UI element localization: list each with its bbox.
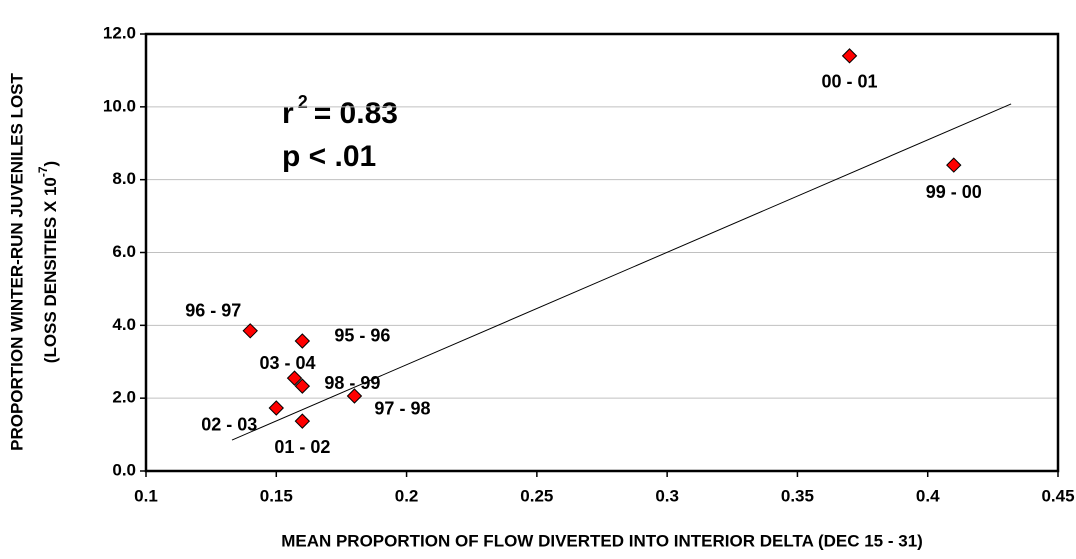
x-tick-label: 0.15 bbox=[260, 486, 293, 505]
point bbox=[346, 388, 363, 404]
x-tick-label: 0.35 bbox=[781, 486, 814, 505]
point bbox=[242, 323, 258, 339]
point-label: 97 - 98 bbox=[374, 399, 430, 419]
point-label: 99 - 00 bbox=[926, 182, 982, 202]
point-label: 95 - 96 bbox=[334, 326, 390, 346]
point-label: 02 - 03 bbox=[201, 415, 257, 435]
y-tick-label: 8.0 bbox=[112, 169, 136, 188]
p-value: p < .01 bbox=[282, 140, 376, 173]
x-tick-label: 0.4 bbox=[916, 486, 940, 505]
y-tick-label: 6.0 bbox=[112, 242, 136, 261]
point-label: 03 - 04 bbox=[260, 353, 316, 373]
point-label: 00 - 01 bbox=[822, 72, 878, 92]
point bbox=[294, 378, 311, 394]
r: r bbox=[282, 97, 294, 130]
r-sup: 2 bbox=[298, 92, 308, 112]
y-axis-label-part: (LOSS DENSITIES X 10 bbox=[41, 177, 60, 363]
x-tick-label: 0.1 bbox=[134, 486, 158, 505]
point-label: 96 - 97 bbox=[185, 301, 241, 321]
x-tick-label: 0.3 bbox=[655, 486, 679, 505]
r-value: = 0.83 bbox=[314, 97, 398, 130]
point-label: 01 - 02 bbox=[274, 437, 330, 457]
x-tick-label: 0.2 bbox=[395, 486, 419, 505]
point-label: 98 - 99 bbox=[324, 373, 380, 393]
trendline bbox=[231, 103, 1012, 441]
point bbox=[946, 157, 962, 173]
y-tick-label: 0.0 bbox=[112, 460, 136, 479]
y-axis-label: PROPORTION WINTER-RUN JUVENILES LOST bbox=[7, 72, 26, 450]
y-tick-label: 12.0 bbox=[103, 23, 136, 42]
point bbox=[294, 333, 311, 349]
point bbox=[286, 370, 303, 386]
y-axis-label-close: ) bbox=[41, 161, 60, 167]
point bbox=[294, 413, 311, 429]
x-tick-label: 0.45 bbox=[1041, 486, 1074, 505]
y-axis-label: (LOSS DENSITIES X 10-7) bbox=[36, 161, 60, 363]
r-squared: r 2 = 0.83 bbox=[282, 92, 398, 130]
x-axis-label: MEAN PROPORTION OF FLOW DIVERTED INTO IN… bbox=[281, 531, 923, 550]
plot-area bbox=[144, 32, 1060, 473]
y-tick-label: 4.0 bbox=[112, 315, 136, 334]
y-axis-label-sup: -7 bbox=[36, 166, 50, 177]
x-tick-label: 0.25 bbox=[520, 486, 553, 505]
y-tick-label: 2.0 bbox=[112, 388, 136, 407]
point bbox=[841, 48, 858, 64]
point bbox=[268, 400, 284, 416]
y-tick-label: 10.0 bbox=[103, 96, 136, 115]
